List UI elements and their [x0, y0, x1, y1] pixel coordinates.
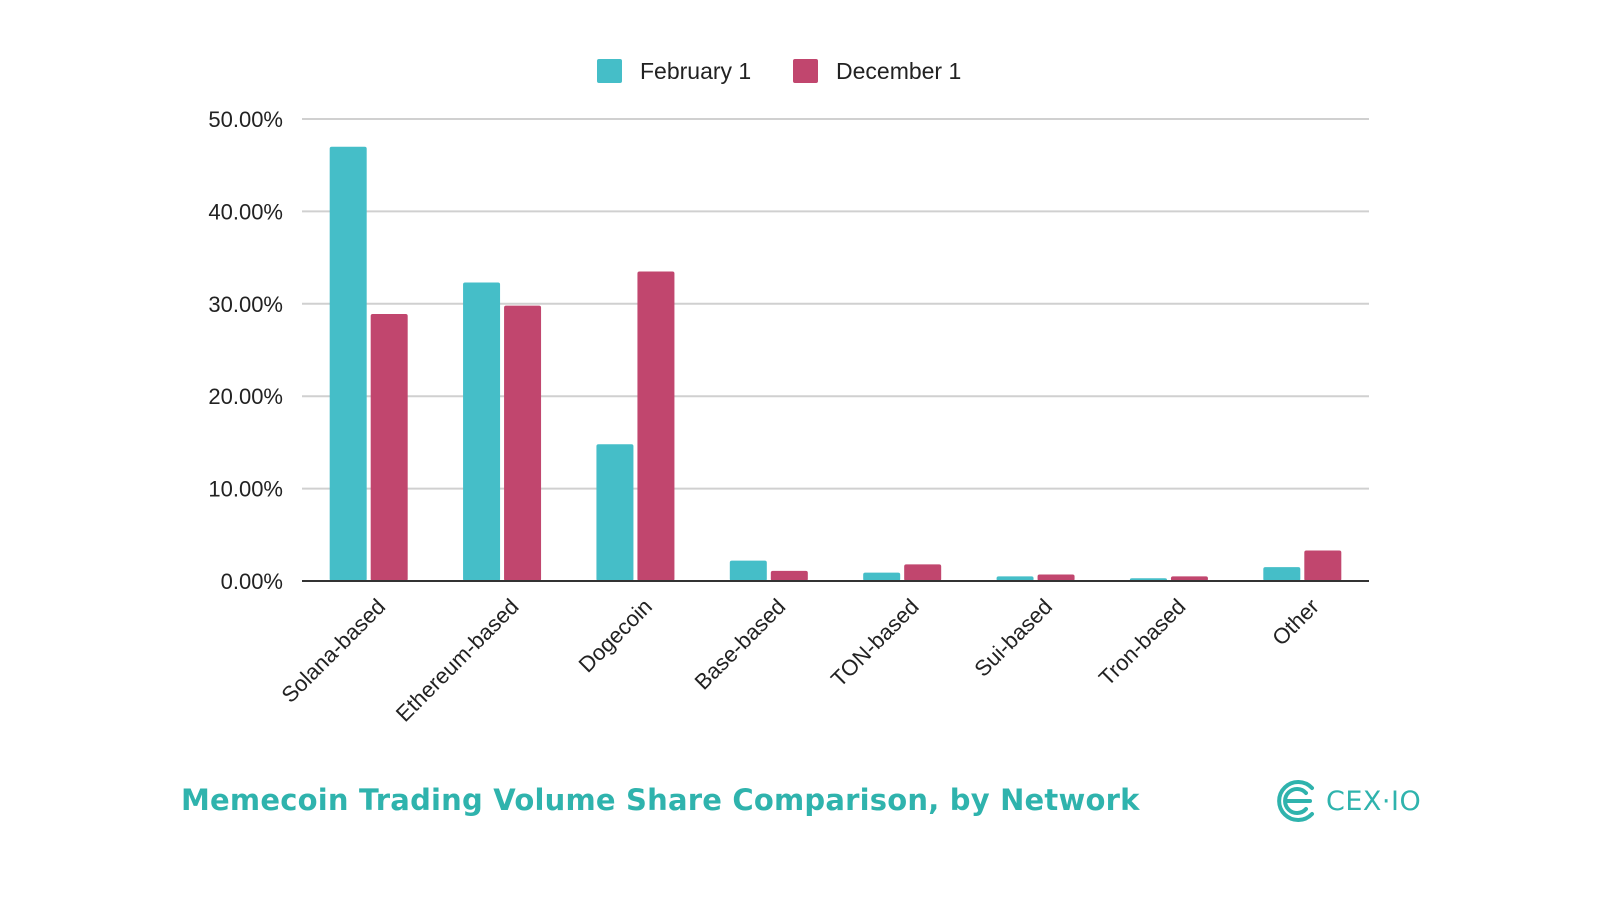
x-axis-labels: Solana-based Ethereum-based Dogecoin Base-b… — [277, 594, 1324, 727]
y-tick-label: 10.00% — [208, 477, 283, 502]
cex-logo-icon — [1277, 780, 1314, 822]
y-tick-label: 0.00% — [221, 569, 283, 594]
bar — [863, 572, 901, 581]
x-tick-label: Tron-based — [1094, 594, 1191, 691]
x-tick-label: Other — [1267, 594, 1324, 651]
legend-label: December 1 — [836, 58, 961, 84]
y-tick-label: 20.00% — [208, 384, 283, 409]
bar — [1170, 576, 1208, 581]
x-tick-label: Dogecoin — [574, 594, 657, 677]
x-tick-label: Ethereum-based — [391, 594, 524, 727]
legend-swatch — [597, 59, 622, 83]
bar — [637, 271, 675, 581]
bar — [504, 305, 542, 581]
x-tick-label: TON-based — [826, 594, 924, 692]
bar — [1263, 567, 1301, 581]
logo: CEX·IO — [1272, 778, 1421, 824]
bar — [1037, 574, 1075, 581]
bar — [996, 576, 1034, 581]
bar — [463, 282, 501, 581]
bar — [770, 570, 808, 581]
legend: February 1 December 1 — [597, 58, 961, 84]
x-tick-label: Sui-based — [969, 594, 1057, 682]
gridlines — [302, 118, 1369, 490]
bar — [1304, 550, 1342, 581]
y-tick-label: 30.00% — [208, 292, 283, 317]
x-tick-label: Solana-based — [277, 594, 391, 708]
x-tick-label: Base-based — [690, 594, 791, 695]
bar — [596, 444, 634, 581]
y-tick-label: 50.00% — [208, 107, 283, 132]
bar — [370, 313, 408, 581]
bar — [329, 146, 367, 581]
y-tick-label: 40.00% — [208, 199, 283, 224]
bar — [729, 560, 767, 581]
legend-swatch — [793, 59, 818, 83]
bars — [329, 146, 1342, 581]
bar — [904, 564, 942, 581]
legend-label: February 1 — [640, 58, 751, 84]
footer-title: Memecoin Trading Volume Share Comparison… — [181, 783, 1140, 817]
logo-text: CEX·IO — [1326, 785, 1422, 817]
y-axis-ticks: 0.00% 10.00% 20.00% 30.00% 40.00% 50.00% — [208, 107, 283, 594]
